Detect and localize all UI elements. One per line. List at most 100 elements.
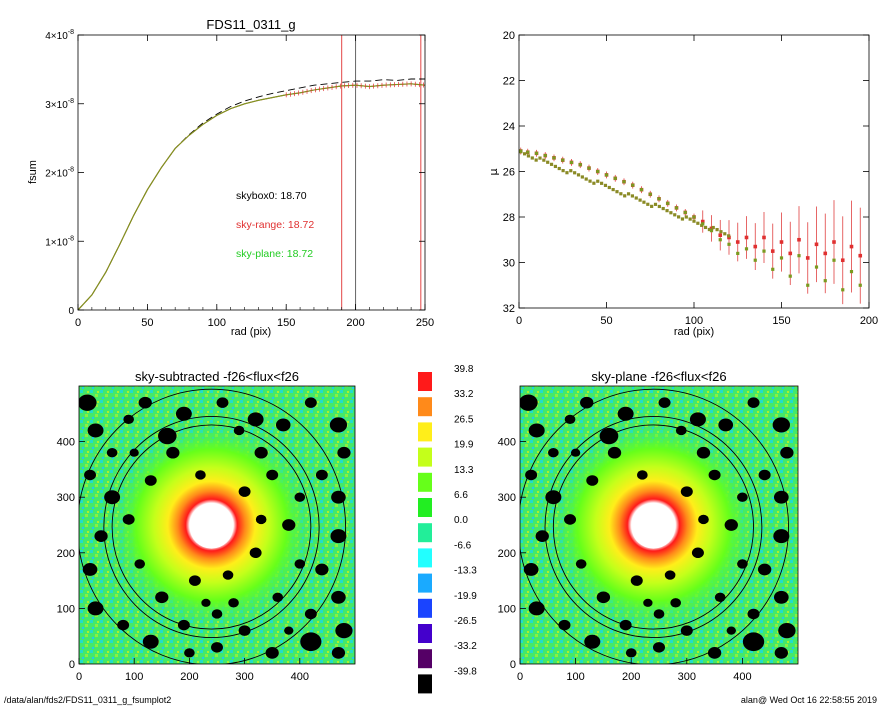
colorbar-label: 33.2 bbox=[454, 389, 474, 400]
mu-point-green bbox=[701, 222, 705, 226]
sky-subtracted-y-tick-label: 0 bbox=[69, 659, 75, 671]
sky-plane-masked-source bbox=[535, 530, 549, 542]
mu-point-dense bbox=[711, 225, 715, 230]
fsum-y-tick-label: 2×10-8 bbox=[45, 167, 74, 180]
mu-point-dense bbox=[603, 183, 608, 188]
sky-plane-masked-source bbox=[636, 470, 648, 480]
sky-plane-masked-source bbox=[558, 619, 571, 631]
sky-subtracted-masked-source bbox=[201, 598, 211, 607]
sky-plane-masked-source bbox=[528, 601, 545, 616]
mu-point-dense bbox=[584, 177, 588, 181]
sky-subtracted-masked-source bbox=[300, 632, 322, 652]
mu-point-red bbox=[735, 240, 740, 244]
sky-subtracted-x-tick-label: 200 bbox=[180, 671, 198, 683]
mu-point-dense bbox=[684, 215, 688, 219]
sky-plane-x-tick-label: 100 bbox=[566, 671, 584, 683]
colorbar-swatch bbox=[418, 548, 432, 568]
mu-point-dense bbox=[546, 160, 550, 164]
sky-plane-masked-source bbox=[773, 529, 790, 544]
mu-point-dense bbox=[703, 225, 708, 230]
mu-point-red bbox=[805, 256, 810, 260]
colorbar-label: 0.0 bbox=[454, 515, 468, 526]
sky-subtracted-x-tick-label: 100 bbox=[125, 671, 143, 683]
sky-plane-ring-2 bbox=[520, 388, 789, 664]
sky-plane-masked-source bbox=[570, 448, 581, 457]
sky-subtracted-masked-source bbox=[275, 418, 291, 432]
sky-plane-masked-source bbox=[774, 647, 788, 659]
sky-subtracted-masked-source bbox=[87, 601, 104, 616]
sky-subtracted-y-tick-label: 100 bbox=[57, 603, 75, 615]
sky-subtracted-masked-source bbox=[254, 446, 268, 459]
mu-point-dense bbox=[680, 217, 685, 221]
mu-point-green bbox=[858, 283, 862, 287]
sky-subtracted-y-tick-label: 300 bbox=[57, 492, 75, 504]
mu-point-green bbox=[519, 149, 523, 153]
sky-plane-image bbox=[520, 386, 798, 664]
sky-plane-masked-source bbox=[545, 490, 562, 505]
colorbar-swatch bbox=[418, 397, 432, 417]
mu-point-green bbox=[744, 247, 749, 251]
sky-plane-galaxy-core bbox=[631, 507, 676, 549]
sky-plane-masked-source bbox=[528, 423, 545, 438]
mu-point-green bbox=[841, 288, 845, 292]
mu-point-green bbox=[814, 265, 819, 269]
sky-subtracted-masked-source bbox=[294, 559, 306, 569]
mu-panel: 0 50 100 150 200 20 22 24 26 28 30 32 rad (pix) μ bbox=[487, 30, 878, 338]
sky-subtracted-masked-source bbox=[142, 634, 159, 649]
mu-point-red bbox=[718, 233, 723, 237]
mu-y-tick-label: 22 bbox=[503, 76, 515, 88]
sky-plane-masked-source bbox=[586, 475, 599, 486]
colorbar-swatch bbox=[418, 422, 432, 442]
mu-point-green bbox=[718, 238, 722, 242]
sky-plane-masked-source bbox=[757, 563, 772, 576]
mu-point-dense bbox=[534, 158, 538, 162]
mu-point-red bbox=[700, 219, 705, 224]
sky-plane-axes: 0 100 200 300 400 0 100 200 300 400 bbox=[498, 437, 752, 683]
mu-point-dense bbox=[692, 219, 696, 223]
colorbar-swatch bbox=[418, 674, 432, 694]
sky-subtracted-masked-source bbox=[155, 591, 169, 604]
mu-point-dense bbox=[561, 169, 565, 173]
mu-point-red bbox=[762, 235, 766, 240]
sky-subtracted-masked-source bbox=[122, 514, 135, 525]
sky-plane-ring-0 bbox=[552, 424, 754, 630]
sky-plane-y-tick-label: 0 bbox=[510, 659, 516, 671]
sky-subtracted-masked-source bbox=[79, 394, 97, 411]
mu-point-dense bbox=[696, 221, 700, 225]
sky-plane-masked-source bbox=[607, 446, 622, 459]
footer-path: /data/alan/fds2/FDS11_0311_g_fsumplot2 bbox=[4, 695, 172, 705]
mu-y-tick-label: 26 bbox=[503, 167, 515, 179]
mu-y-tick-label: 20 bbox=[503, 30, 515, 42]
sky-subtracted-masked-source bbox=[238, 486, 251, 497]
mu-point-dense bbox=[646, 202, 650, 206]
mu-point-dense bbox=[661, 206, 665, 211]
mu-point-dense bbox=[634, 196, 638, 200]
sky-subtracted-masked-source bbox=[249, 547, 262, 559]
mu-point-green bbox=[788, 274, 792, 278]
colorbar-swatch bbox=[418, 649, 432, 669]
mu-point-dense bbox=[619, 192, 623, 196]
mu-y-axis-label: μ bbox=[487, 169, 500, 176]
fsum-y-tick-label: 0 bbox=[68, 306, 74, 317]
mu-x-tick-label: 150 bbox=[772, 315, 790, 327]
colorbar-label: -13.3 bbox=[454, 566, 477, 577]
sky-plane-masked-source bbox=[584, 634, 601, 649]
sky-subtracted-masked-source bbox=[117, 619, 130, 631]
mu-point-green bbox=[771, 267, 775, 271]
sky-subtracted-masked-source bbox=[188, 575, 201, 586]
sky-plane-masked-source bbox=[664, 570, 676, 580]
sky-plane-y-tick-label: 200 bbox=[498, 548, 516, 560]
sky-subtracted-masked-source bbox=[247, 412, 264, 427]
sky-subtracted-masked-source bbox=[166, 446, 180, 459]
sky-plane-masked-source bbox=[772, 417, 790, 433]
colorbar-label: -39.8 bbox=[454, 666, 477, 677]
mu-point-dense bbox=[576, 173, 581, 177]
mu-point-dense bbox=[553, 164, 557, 169]
mu-point-green bbox=[622, 180, 626, 184]
mu-point-green bbox=[823, 279, 827, 283]
colorbar-label: -33.2 bbox=[454, 641, 477, 652]
sky-plane-masked-source bbox=[780, 446, 794, 459]
mu-point-dense bbox=[719, 230, 723, 234]
sky-subtracted-masked-source bbox=[211, 609, 223, 619]
